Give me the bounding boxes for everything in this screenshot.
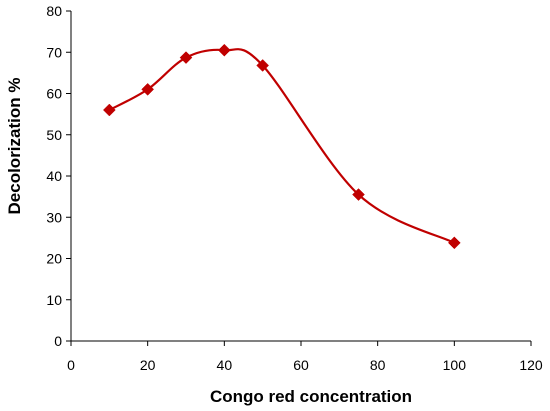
data-point [217, 43, 231, 57]
series-line [108, 48, 455, 244]
x-tick-label: 120 [519, 357, 543, 373]
x-axis-title: Congo red concentration [210, 387, 412, 406]
axes [70, 11, 531, 342]
y-tick-label: 70 [46, 44, 62, 60]
data-point [256, 59, 270, 72]
data-point [102, 103, 116, 117]
y-tick-label: 20 [46, 251, 62, 267]
x-tick-label: 60 [293, 357, 309, 373]
y-tick-label: 30 [46, 209, 62, 225]
x-tick-label: 0 [67, 357, 75, 373]
y-axis-title: Decolorization % [5, 78, 24, 215]
x-tick-label: 40 [217, 357, 233, 373]
x-tick-label: 100 [443, 357, 467, 373]
y-ticks: 0 10 20 30 40 50 60 70 80 [46, 3, 71, 349]
data-point [179, 51, 193, 64]
y-tick-label: 10 [46, 292, 62, 308]
data-point [141, 83, 155, 96]
y-tick-label: 40 [46, 168, 62, 184]
y-tick-label: 60 [46, 86, 62, 102]
x-tick-label: 20 [140, 357, 156, 373]
y-tick-label: 80 [46, 3, 62, 19]
data-point [447, 236, 461, 250]
y-tick-label: 50 [46, 127, 62, 143]
x-tick-label: 80 [370, 357, 386, 373]
x-ticks: 0 20 40 60 80 100 120 [67, 341, 543, 373]
y-tick-label: 0 [54, 333, 62, 349]
data-point [352, 188, 365, 201]
series-layer [102, 43, 461, 250]
